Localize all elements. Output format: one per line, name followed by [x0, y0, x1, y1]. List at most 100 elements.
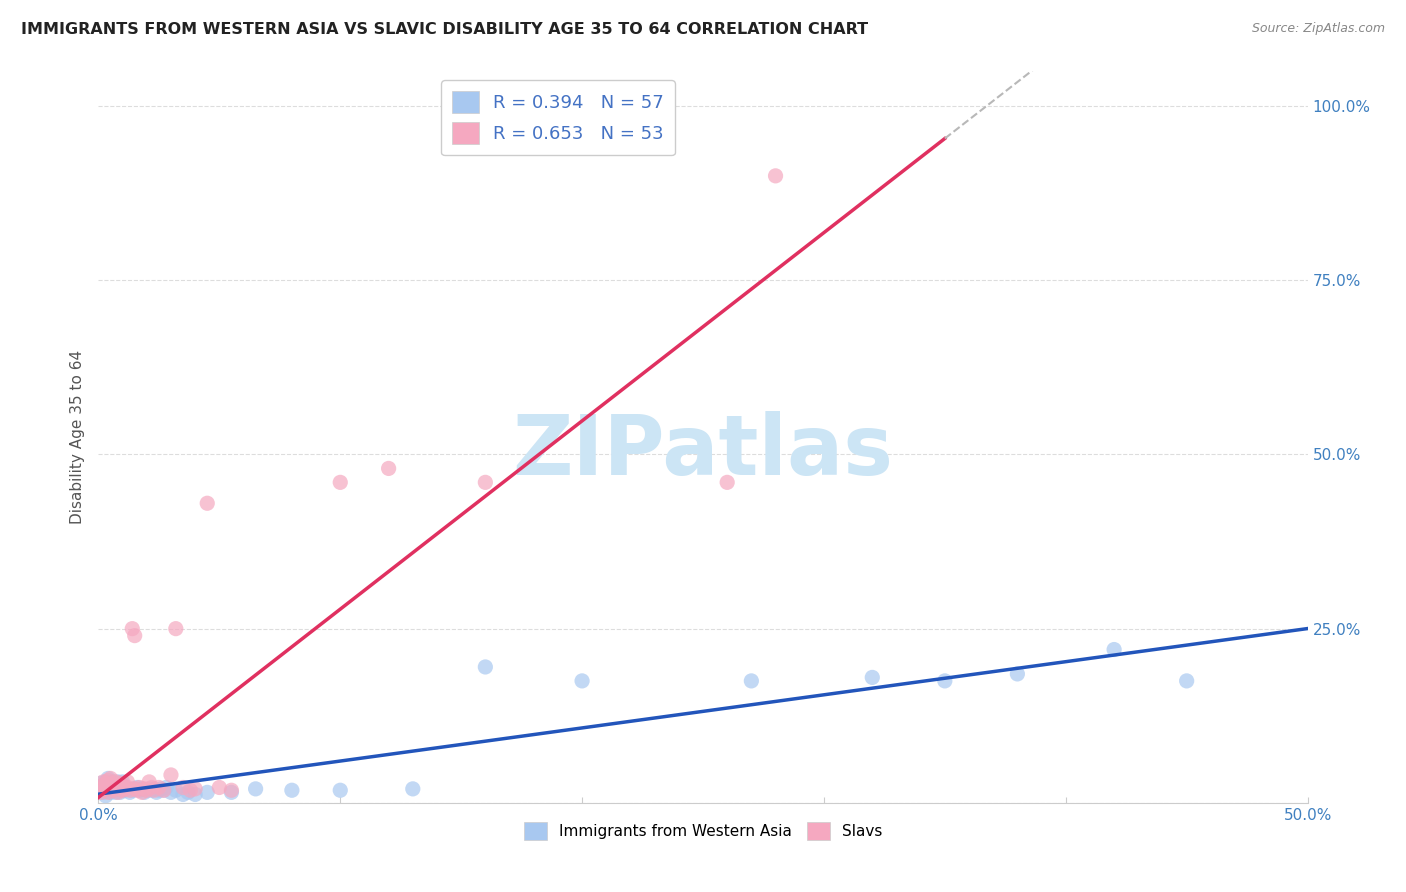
Point [145, 785, 167, 799]
Point [90, 781, 112, 796]
Point [474, 475, 496, 490]
Point [1102, 642, 1125, 657]
Point [127, 783, 149, 797]
Point [765, 169, 787, 183]
Point [107, 785, 129, 799]
Point [91, 785, 114, 799]
Point [94, 781, 117, 796]
Point [114, 781, 136, 796]
Point [221, 783, 243, 797]
Point [90, 781, 112, 796]
Point [179, 783, 201, 797]
Point [152, 783, 174, 797]
Point [118, 785, 141, 799]
Point [155, 780, 177, 795]
Point [90, 776, 112, 790]
Point [111, 783, 134, 797]
Point [101, 775, 124, 789]
Point [571, 673, 593, 688]
Point [208, 780, 231, 795]
Point [329, 475, 352, 490]
Text: ZIPatlas: ZIPatlas [513, 411, 893, 492]
Point [94, 789, 117, 803]
Point [127, 780, 149, 795]
Point [97, 773, 120, 788]
Point [107, 775, 129, 789]
Point [172, 788, 194, 802]
Point [104, 775, 127, 789]
Point [91, 778, 114, 792]
Point [160, 768, 183, 782]
Point [195, 785, 218, 799]
Point [934, 673, 956, 688]
Point [281, 783, 304, 797]
Point [108, 781, 131, 796]
Point [195, 496, 218, 510]
Point [143, 781, 166, 796]
Point [134, 785, 156, 799]
Point [117, 781, 139, 796]
Point [107, 781, 129, 796]
Point [100, 785, 122, 799]
Point [111, 775, 134, 789]
Point [90, 785, 112, 799]
Point [91, 778, 114, 792]
Point [111, 781, 134, 796]
Point [377, 461, 399, 475]
Point [160, 785, 183, 799]
Point [131, 785, 153, 799]
Point [138, 775, 160, 789]
Point [402, 781, 425, 796]
Point [177, 785, 200, 799]
Point [165, 783, 187, 797]
Point [101, 783, 124, 797]
Point [118, 783, 141, 797]
Point [128, 780, 150, 795]
Point [121, 622, 143, 636]
Legend: Immigrants from Western Asia, Slavs: Immigrants from Western Asia, Slavs [517, 815, 889, 847]
Point [128, 783, 150, 797]
Point [94, 775, 117, 789]
Point [111, 778, 134, 792]
Point [1007, 667, 1029, 681]
Point [148, 783, 170, 797]
Point [117, 780, 139, 795]
Point [1175, 673, 1198, 688]
Point [97, 778, 120, 792]
Point [148, 780, 170, 795]
Point [91, 775, 114, 789]
Point [114, 783, 136, 797]
Point [101, 776, 124, 790]
Point [152, 783, 174, 797]
Point [141, 783, 163, 797]
Point [184, 781, 207, 796]
Point [138, 781, 160, 796]
Point [104, 778, 127, 792]
Point [104, 781, 127, 796]
Point [100, 772, 122, 786]
Point [97, 785, 120, 799]
Point [135, 783, 157, 797]
Point [100, 778, 122, 792]
Text: IMMIGRANTS FROM WESTERN ASIA VS SLAVIC DISABILITY AGE 35 TO 64 CORRELATION CHART: IMMIGRANTS FROM WESTERN ASIA VS SLAVIC D… [21, 22, 869, 37]
Point [135, 783, 157, 797]
Point [100, 781, 122, 796]
Y-axis label: Disability Age 35 to 64: Disability Age 35 to 64 [69, 350, 84, 524]
Point [141, 780, 163, 795]
Point [104, 778, 127, 792]
Point [221, 785, 243, 799]
Point [150, 781, 173, 796]
Point [474, 660, 496, 674]
Point [97, 781, 120, 796]
Point [108, 785, 131, 799]
Point [165, 622, 187, 636]
Point [131, 781, 153, 796]
Point [329, 783, 352, 797]
Point [94, 776, 117, 790]
Text: Source: ZipAtlas.com: Source: ZipAtlas.com [1251, 22, 1385, 36]
Point [124, 781, 146, 796]
Point [124, 629, 146, 643]
Point [740, 673, 762, 688]
Point [134, 781, 156, 796]
Point [100, 778, 122, 792]
